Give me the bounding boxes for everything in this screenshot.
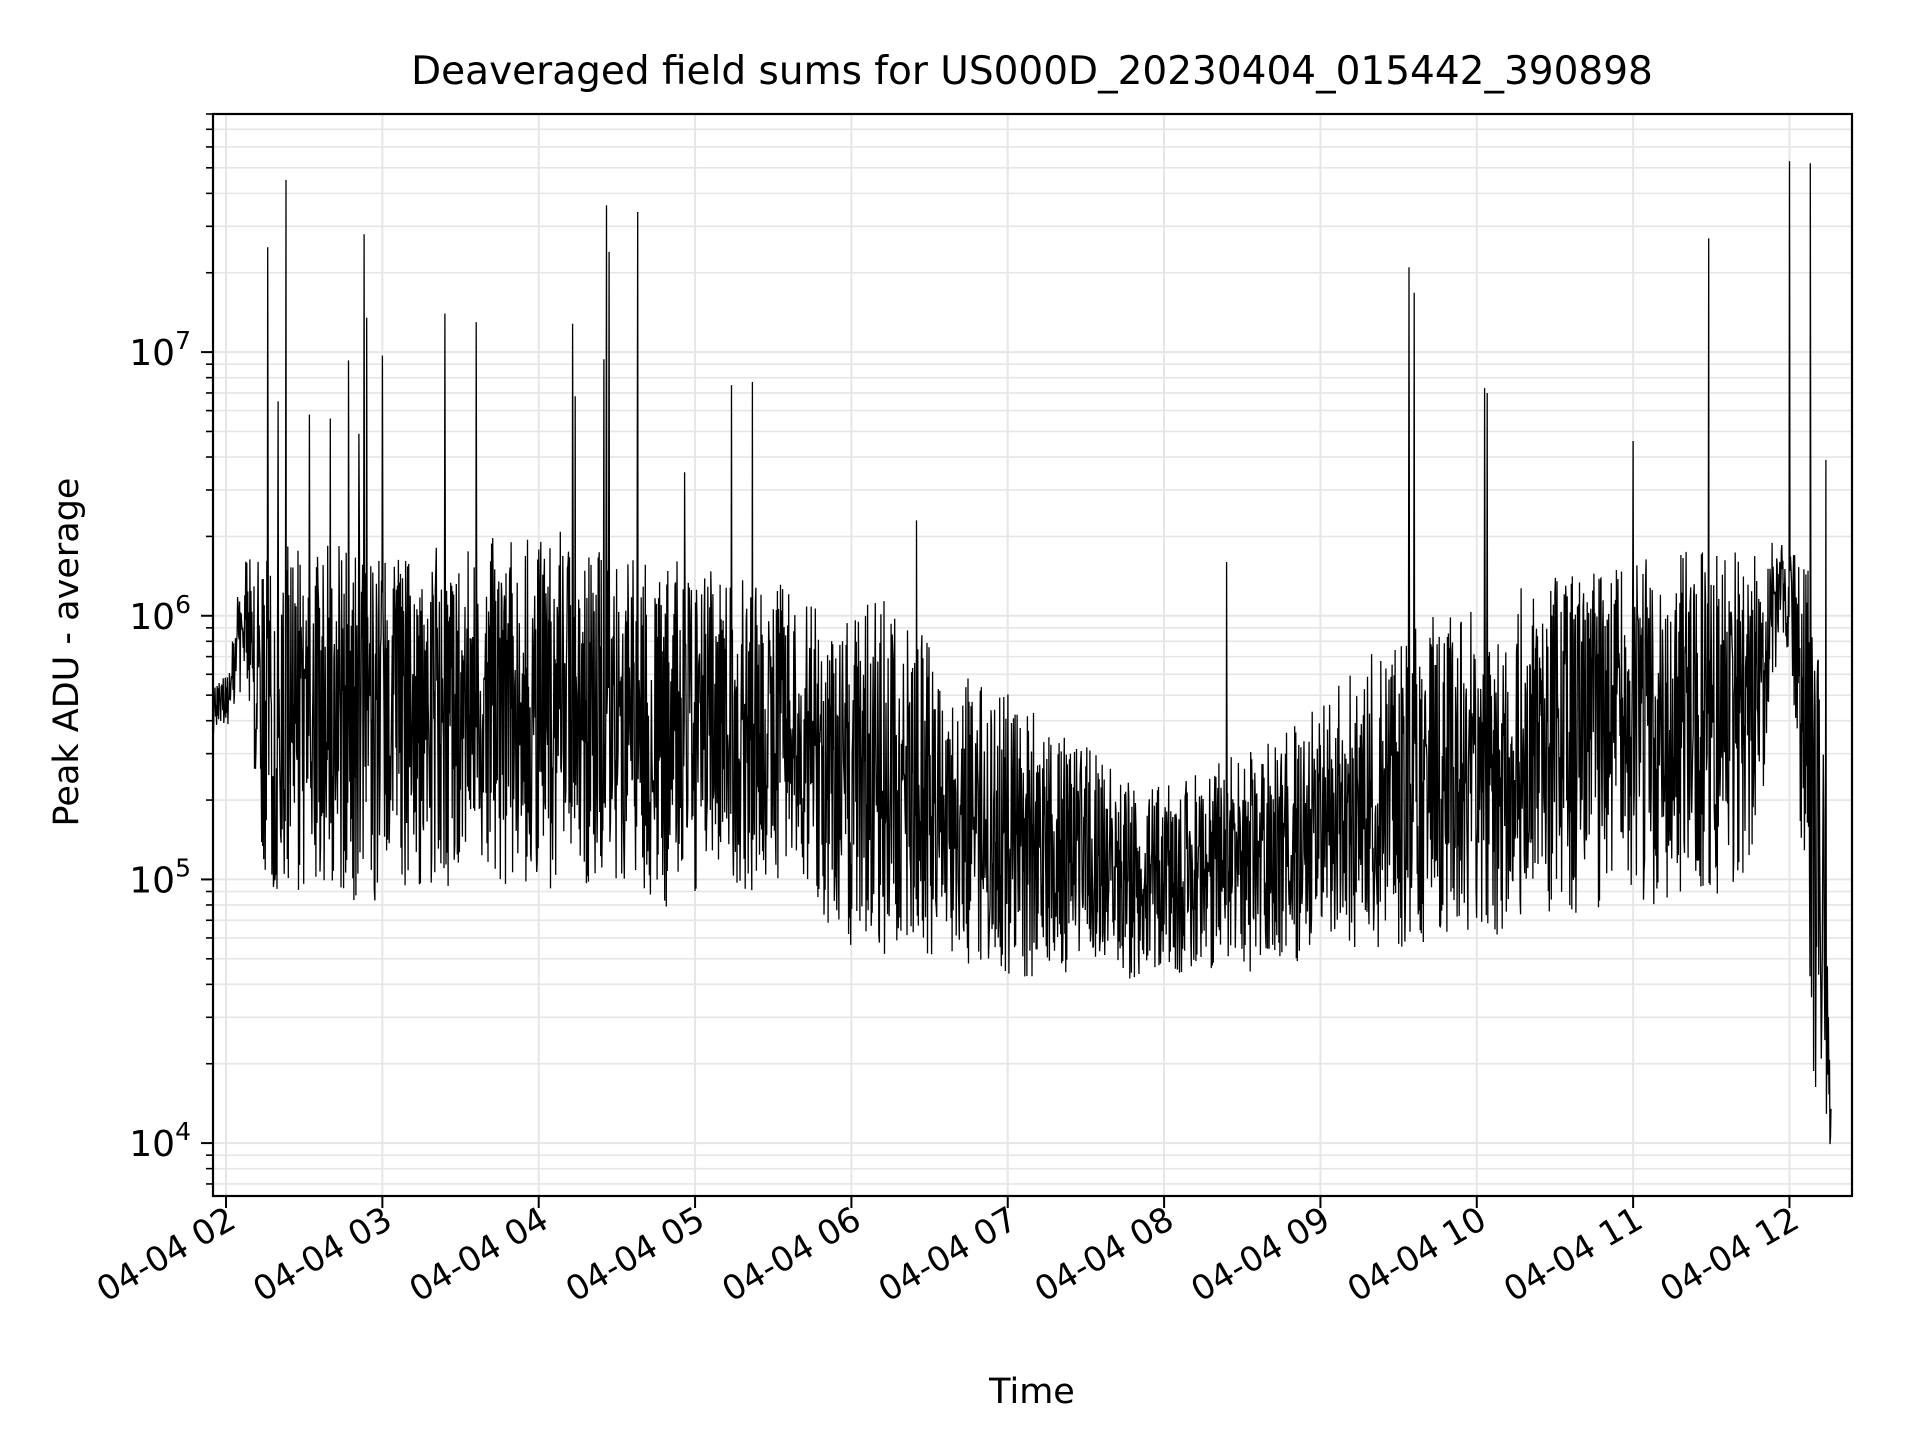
y-axis-label: Peak ADU - average [47,478,87,827]
x-axis-label: Time [988,1372,1075,1412]
series-path [213,161,1832,1145]
series-line [213,161,1832,1145]
y-tick-label: 106 [129,590,191,638]
y-tick-label: 105 [129,853,191,901]
axes-frame [211,112,1854,1198]
chart-title: Deaveraged field sums for US000D_2023040… [411,49,1653,94]
y-tick-label: 104 [129,1117,191,1165]
y-tick-label: 107 [129,326,191,374]
